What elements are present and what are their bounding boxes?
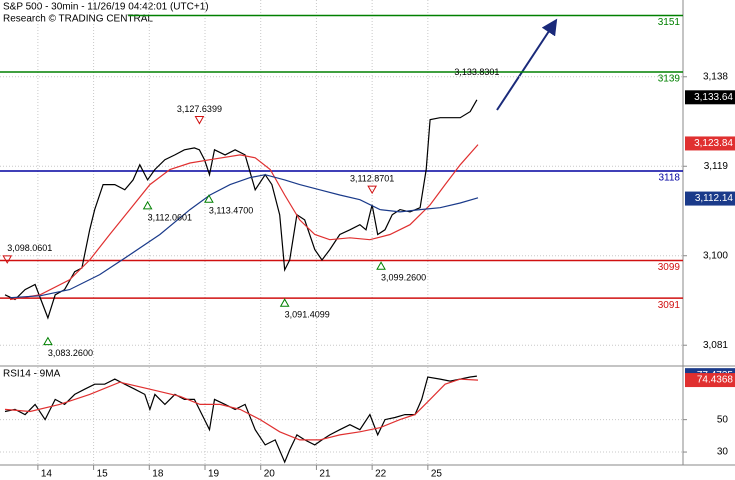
x-tick-label: 19: [208, 469, 220, 480]
x-tick-label: 21: [319, 469, 331, 480]
value-tag: [685, 136, 735, 151]
annotation-label: 3,098.0601: [7, 243, 52, 253]
value-tag-label: 3,133.64: [694, 92, 733, 103]
series-line: [9, 174, 479, 299]
x-tick-label: 15: [97, 469, 109, 480]
series-line: [4, 99, 478, 320]
chart-title: S&P 500 - 30min - 11/26/19 04:42:01 (UTC…: [3, 2, 209, 13]
x-tick-label: 18: [152, 469, 164, 480]
rsi-title: RSI14 - 9MA: [3, 369, 61, 380]
annotation-label: 3,091.4099: [285, 310, 330, 320]
forecast-arrow: [496, 18, 558, 111]
x-tick-label: 25: [431, 469, 443, 480]
high-marker: [2, 255, 13, 264]
annotation-label: 3,113.4700: [209, 206, 253, 216]
value-tag: [685, 90, 735, 105]
annotation-label: 3,112.0601: [148, 212, 192, 222]
low-marker: [204, 194, 214, 203]
x-tick-label: 14: [41, 469, 53, 480]
annotation-label: 3,133.8301: [454, 67, 499, 77]
y-tick-label: 3,119: [704, 161, 729, 172]
level-label: 3099: [658, 262, 681, 273]
y-tick-label: 50: [717, 414, 729, 425]
annotation-label: 3,127.6399: [177, 104, 222, 114]
high-marker: [194, 116, 205, 125]
x-tick-label: 20: [264, 469, 276, 480]
value-tag: [685, 191, 735, 206]
low-marker: [376, 261, 386, 270]
value-tag-label: 74.4368: [697, 375, 734, 386]
high-marker: [367, 185, 378, 195]
y-tick-label: 3,081: [703, 340, 728, 351]
annotation-label: 3,112.8701: [350, 173, 394, 183]
level-label: 3118: [658, 173, 680, 184]
y-tick-label: 30: [717, 447, 729, 458]
value-tag: [685, 373, 735, 388]
x-tick-label: 22: [375, 469, 387, 480]
low-marker: [279, 298, 290, 307]
chart-subtitle: Research © TRADING CENTRAL: [3, 14, 153, 25]
level-label: 3139: [658, 74, 681, 85]
level-label: 3151: [658, 17, 681, 28]
series-line: [4, 375, 477, 464]
value-tag-label: 3,112.14: [695, 193, 734, 204]
low-marker: [142, 200, 153, 210]
series-line: [9, 144, 479, 301]
low-marker: [43, 336, 53, 346]
level-label: 3091: [658, 300, 681, 311]
y-tick-label: 3,138: [703, 71, 728, 82]
annotation-label: 3,099.2600: [381, 273, 426, 283]
annotation-label: 3,083.2600: [48, 348, 93, 358]
value-tag-label: 3,123.84: [694, 138, 733, 149]
y-tick-label: 3,100: [703, 250, 728, 261]
series-line: [4, 378, 479, 441]
